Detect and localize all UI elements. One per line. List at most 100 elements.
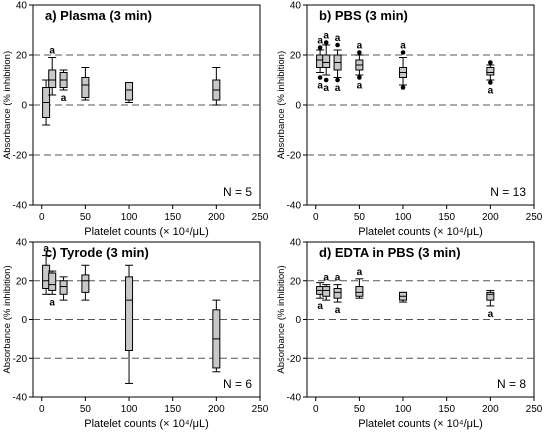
- significance-letter: a: [323, 273, 329, 284]
- significance-letter: a: [49, 46, 55, 57]
- box-body: [81, 274, 90, 293]
- x-tick-label: 200: [208, 404, 225, 415]
- x-axis-label: Platelet counts (× 10⁴/μL): [84, 418, 209, 430]
- y-axis-label: Absorbance (% inhibition): [2, 51, 13, 159]
- x-tick-label: 0: [39, 404, 45, 415]
- x-tick-label: 0: [313, 212, 319, 223]
- x-tick-label: 250: [526, 212, 543, 223]
- significance-letter: a: [317, 301, 323, 312]
- box-body: [125, 82, 134, 101]
- y-tick-label: 0: [21, 101, 27, 112]
- box-5: a: [399, 41, 408, 90]
- significance-letter: a: [488, 86, 494, 97]
- y-tick-label: 0: [295, 315, 301, 326]
- outlier-point: [357, 75, 362, 80]
- y-tick-label: 0: [295, 101, 301, 112]
- x-tick-label: 250: [526, 404, 543, 415]
- significance-letter: a: [335, 273, 341, 284]
- y-axis-label: Absorbance (% inhibition): [276, 265, 287, 373]
- y-tick-label: 0: [21, 315, 27, 326]
- n-label: N = 6: [223, 377, 252, 391]
- box-2: a: [48, 270, 57, 308]
- n-label: N = 13: [490, 185, 526, 199]
- y-tick-label: 40: [290, 238, 302, 249]
- panel-title: d) EDTA in PBS (3 min): [319, 245, 461, 260]
- y-tick-label: 20: [290, 276, 302, 287]
- x-tick-label: 0: [313, 404, 319, 415]
- x-tick-label: 200: [482, 404, 499, 415]
- box-3: a: [59, 69, 68, 104]
- significance-letter: a: [400, 41, 406, 52]
- box-3: aa: [333, 273, 342, 316]
- y-tick-label: -20: [287, 354, 302, 365]
- x-tick-label: 50: [354, 404, 366, 415]
- box-1: [42, 79, 51, 126]
- significance-letter: a: [357, 81, 363, 92]
- x-tick-label: 150: [438, 212, 455, 223]
- x-tick-label: 50: [354, 212, 366, 223]
- y-tick-label: 20: [16, 51, 28, 62]
- y-tick-label: 40: [16, 1, 28, 12]
- x-tick-label: 200: [208, 212, 225, 223]
- box-body: [486, 67, 495, 76]
- significance-letter: a: [61, 93, 67, 104]
- significance-letter: a: [323, 31, 329, 42]
- box-body: [322, 54, 331, 68]
- outlier-point: [400, 50, 406, 55]
- significance-letter: a: [49, 297, 55, 308]
- outlier-point: [488, 80, 493, 85]
- x-tick-label: 100: [395, 212, 412, 223]
- panel-title: b) PBS (3 min): [319, 8, 408, 23]
- panel-4: -40 -20 0 20 40 0 50 100 150 200 250 Platelet count…: [276, 238, 543, 431]
- outlier-point: [335, 42, 340, 48]
- significance-letter: a: [43, 244, 49, 255]
- y-tick-label: -20: [287, 151, 302, 162]
- n-label: N = 8: [497, 377, 526, 391]
- y-axis-label: Absorbance (% inhibition): [276, 51, 287, 159]
- box-body: [48, 69, 57, 88]
- y-tick-label: 20: [290, 51, 302, 62]
- box-body: [48, 272, 57, 291]
- box-4: a: [355, 267, 364, 299]
- panel-2: -40 -20 0 20 40 0 50 100 150 200 250 Platelet count…: [276, 1, 543, 239]
- significance-letter: a: [357, 41, 363, 52]
- box-4: [81, 264, 90, 301]
- panel-title: a) Plasma (3 min): [45, 8, 152, 23]
- box-2: aa: [322, 31, 331, 94]
- panel-1: -40 -20 0 20 40 0 50 100 150 200 250 Platelet count…: [2, 1, 269, 239]
- outlier-point: [317, 45, 323, 50]
- x-tick-label: 250: [252, 212, 269, 223]
- box-6: [212, 299, 221, 373]
- outlier-point: [317, 75, 323, 80]
- outlier-point: [323, 77, 329, 83]
- x-tick-label: 150: [438, 404, 455, 415]
- box-6: a: [486, 289, 495, 320]
- x-axis-label: Platelet counts (× 10⁴/μL): [84, 226, 209, 238]
- y-tick-label: -20: [13, 354, 28, 365]
- box-body: [355, 286, 364, 297]
- box-5: [125, 82, 134, 103]
- y-tick-label: 20: [16, 276, 28, 287]
- box-body: [486, 291, 495, 301]
- y-axis-label: Absorbance (% inhibition): [2, 265, 13, 373]
- box-4: aa: [355, 41, 364, 92]
- significance-letter: a: [357, 267, 363, 278]
- y-tick-label: -40: [13, 201, 28, 212]
- n-label: N = 5: [223, 185, 252, 199]
- box-1: aa: [316, 36, 325, 92]
- box-body: [322, 286, 331, 297]
- x-axis-label: Platelet counts (× 10⁴/μL): [358, 418, 483, 430]
- x-tick-label: 150: [164, 404, 181, 415]
- x-tick-label: 0: [39, 212, 45, 223]
- box-6: a: [486, 60, 495, 97]
- x-tick-label: 50: [80, 212, 92, 223]
- x-tick-label: 100: [121, 404, 138, 415]
- box-3: [59, 276, 68, 301]
- y-tick-label: -40: [287, 201, 302, 212]
- box-6: [212, 67, 221, 106]
- box-body: [81, 77, 90, 98]
- y-tick-label: -40: [287, 393, 302, 404]
- x-tick-label: 100: [395, 404, 412, 415]
